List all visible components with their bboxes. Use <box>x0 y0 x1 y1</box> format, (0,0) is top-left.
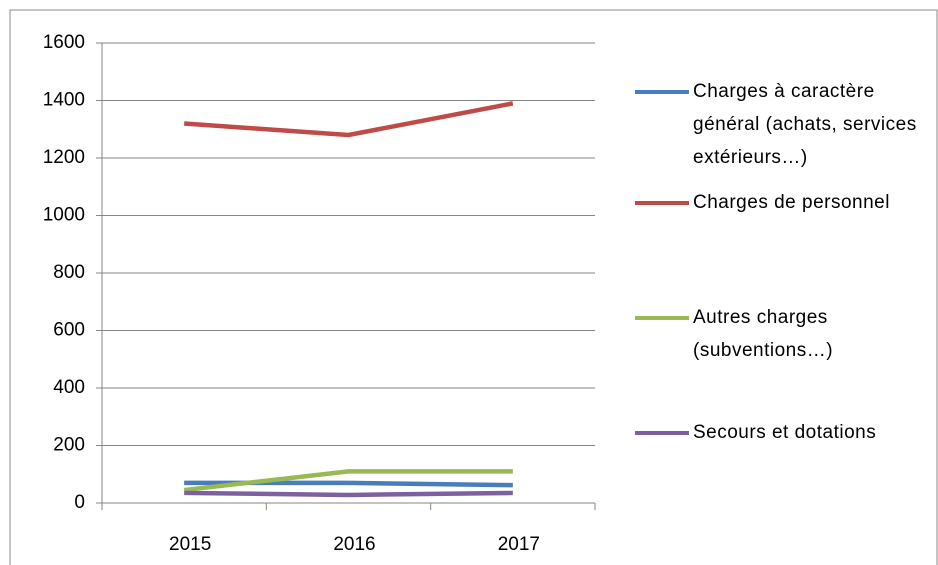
y-tick-label: 600 <box>53 320 85 341</box>
legend-swatch <box>635 431 689 435</box>
x-tick-label: 2017 <box>498 534 540 555</box>
legend-label: Secours et dotations <box>693 422 877 443</box>
line-series <box>184 101 514 138</box>
chart-frame <box>9 9 938 565</box>
legend-swatch <box>635 201 689 205</box>
y-tick-label: 200 <box>53 435 85 456</box>
y-tick-label: 1000 <box>43 205 85 226</box>
x-tick-label: 2015 <box>169 534 211 555</box>
y-tick-label: 1200 <box>43 147 85 168</box>
line-series <box>183 469 513 493</box>
legend-swatch <box>635 316 689 320</box>
y-tick-label: 1400 <box>43 90 85 111</box>
legend-label: Charges de personnel <box>693 192 890 213</box>
y-tick-label: 400 <box>53 377 85 398</box>
legend-swatch <box>635 90 689 94</box>
legend-label: Autres charges (subventions…) <box>693 307 834 361</box>
legend-label: Charges à caractère général (achats, ser… <box>693 81 917 168</box>
line-series <box>184 490 513 498</box>
y-tick-label: 1600 <box>43 32 85 53</box>
y-tick-label: 800 <box>53 262 85 283</box>
x-tick-label: 2016 <box>333 534 375 555</box>
y-tick-label: 0 <box>74 492 85 513</box>
